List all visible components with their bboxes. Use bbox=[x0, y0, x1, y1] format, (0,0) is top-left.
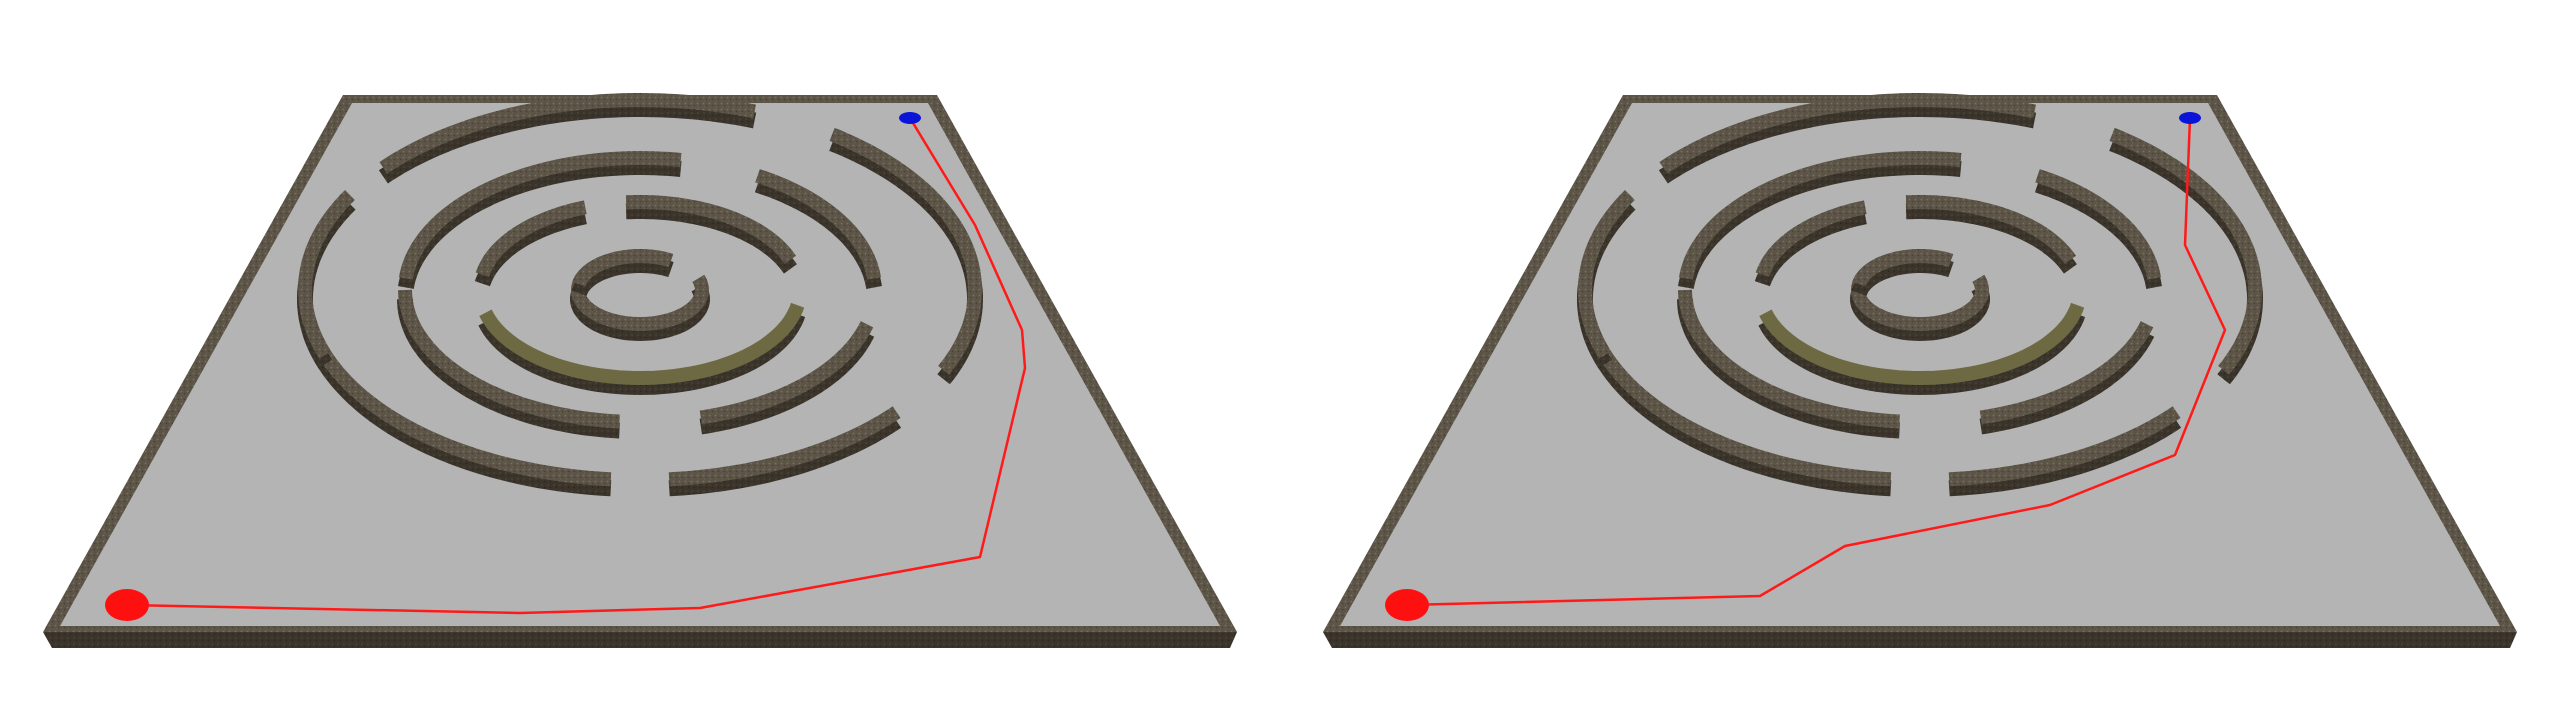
maze-wall-segment bbox=[1578, 190, 1635, 359]
maze-wall-segment bbox=[479, 302, 805, 386]
maze-wall-side bbox=[1658, 101, 2037, 184]
maze-wall-segment bbox=[1583, 320, 1892, 487]
maze-wall-segment bbox=[1659, 93, 2036, 174]
maze-wall-segment bbox=[298, 190, 355, 359]
maze-wall-segment bbox=[1678, 151, 1962, 280]
maze-wall-segment bbox=[398, 289, 620, 429]
maze-wall-segment bbox=[398, 151, 682, 280]
right-maze-panel bbox=[1323, 93, 2517, 648]
maze-wall-segment bbox=[625, 195, 797, 264]
maze-wall-segment bbox=[1948, 406, 2181, 487]
maze-base-edge bbox=[43, 632, 1237, 648]
maze-floor bbox=[60, 103, 1220, 626]
planned-path-a bbox=[126, 117, 1027, 615]
goal-marker bbox=[2179, 112, 2201, 124]
planned-path-b bbox=[1406, 117, 2227, 607]
maze-floor bbox=[1340, 103, 2500, 626]
maze-wall-side bbox=[1948, 414, 2182, 497]
maze-wall-side bbox=[668, 414, 902, 497]
maze-wall-segment bbox=[1905, 195, 2077, 264]
maze-wall-segment bbox=[2035, 169, 2161, 280]
maze-wall-segment bbox=[2109, 127, 2263, 375]
goal-marker bbox=[899, 112, 921, 124]
maze-wall-segment bbox=[1979, 321, 2154, 425]
maze-wall-segment bbox=[1851, 274, 1989, 332]
maze-wall-segment bbox=[1852, 249, 1954, 287]
maze-wall-side bbox=[378, 101, 757, 184]
maze-wall-segment bbox=[571, 274, 709, 332]
maze-wall-segment bbox=[755, 169, 881, 280]
maze-wall-segment bbox=[475, 200, 587, 277]
start-marker bbox=[105, 589, 149, 621]
start-marker bbox=[1385, 589, 1429, 621]
maze-wall-segment bbox=[699, 321, 874, 425]
maze-wall-segment bbox=[379, 93, 756, 174]
maze-wall-segment bbox=[1678, 289, 1900, 429]
maze-wall-segment bbox=[572, 249, 674, 287]
left-maze-panel bbox=[43, 93, 1237, 648]
maze-base-edge bbox=[1323, 632, 2517, 648]
maze-wall-segment bbox=[668, 406, 901, 487]
maze-wall-segment bbox=[1759, 302, 2085, 386]
maze-wall-segment bbox=[829, 127, 983, 375]
maze-wall-segment bbox=[1755, 200, 1867, 277]
maze-wall-side bbox=[1758, 311, 2086, 396]
maze-wall-segment bbox=[303, 320, 612, 487]
maze-wall-side bbox=[478, 311, 806, 396]
